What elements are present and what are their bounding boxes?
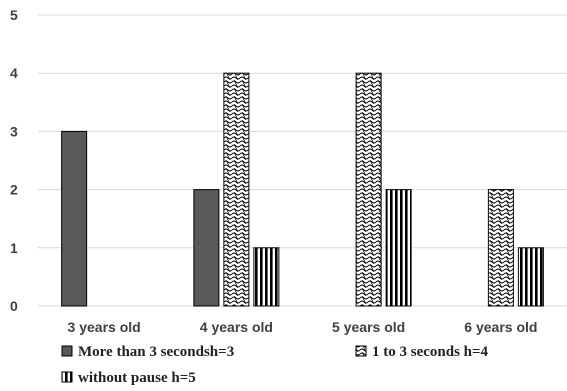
bar (385, 189, 412, 307)
legend-swatch (61, 345, 73, 357)
bar (223, 72, 250, 307)
x-tick-label: 6 years old (464, 319, 537, 335)
y-axis: 0 1 2 3 4 5 (10, 7, 18, 314)
bar (355, 72, 382, 307)
gridlines (38, 14, 567, 307)
bar (487, 189, 514, 307)
legend-swatch (61, 371, 73, 383)
bar (193, 189, 220, 307)
x-tick-label: 4 years old (200, 319, 273, 335)
legend-label: More than 3 secondsh=3 (78, 344, 234, 360)
y-tick-label: 5 (10, 7, 18, 23)
y-tick-label: 4 (10, 65, 18, 81)
legend-label: 1 to 3 seconds h=4 (372, 344, 489, 360)
bar (517, 247, 544, 307)
y-tick-label: 2 (10, 182, 18, 198)
x-tick-label: 5 years old (332, 319, 405, 335)
y-tick-label: 3 (10, 123, 18, 139)
bar (253, 247, 280, 307)
legend-label: without pause h=5 (78, 370, 196, 386)
bars (61, 72, 544, 307)
legend-swatch (355, 345, 367, 357)
x-tick-label: 3 years old (68, 319, 141, 335)
bar (61, 130, 88, 307)
legend: More than 3 secondsh=3 1 to 3 seconds h=4… (61, 344, 489, 386)
y-tick-label: 0 (10, 298, 18, 314)
y-tick-label: 1 (10, 240, 18, 256)
x-axis: 3 years old 4 years old 5 years old 6 years… (68, 319, 538, 335)
